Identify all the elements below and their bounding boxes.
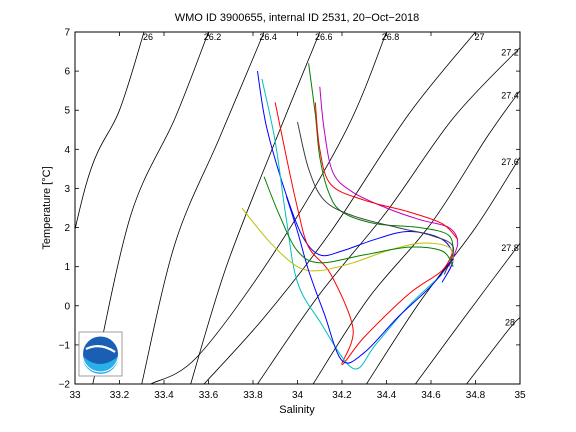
- x-tick-label: 33.6: [199, 390, 219, 401]
- density-contour-26: [75, 32, 145, 231]
- ts-profile-line: [241, 207, 454, 272]
- x-tick-label: 33.8: [243, 390, 263, 401]
- x-axis-ticks: 33 33.2 33.4 33.6 33.8 34 34.2 34.4 34.6 34.8 35: [69, 32, 526, 401]
- ts-profile-line: [263, 176, 454, 267]
- y-tick-label: −1: [59, 340, 71, 351]
- x-tick-label: 34.4: [377, 390, 397, 401]
- density-contour-labels: 26 26.2 26.4 26.6 26.8 27 27.2 27.4 27.6 27.8 28: [143, 32, 519, 328]
- x-tick-label: 34.8: [466, 390, 486, 401]
- profile-lines: [241, 63, 459, 370]
- noaa-logo: [78, 331, 123, 377]
- y-tick-label: −2: [59, 380, 71, 391]
- ts-profile-line: [297, 121, 455, 275]
- ts-profile-line: [261, 78, 443, 370]
- y-tick-label: 0: [64, 301, 70, 312]
- density-contour-28: [466, 317, 520, 384]
- y-tick-label: 7: [64, 28, 70, 39]
- density-contour-27-2: [257, 47, 520, 384]
- density-contour-label: 27.4: [501, 91, 519, 101]
- density-contour-27: [203, 32, 476, 384]
- density-contour-label: 26: [143, 32, 153, 42]
- x-tick-label: 34.6: [421, 390, 441, 401]
- density-contour-26-2: [92, 32, 209, 384]
- y-tick-label: 2: [64, 223, 70, 234]
- x-tick-label: 34: [292, 390, 304, 401]
- y-tick-label: 5: [64, 106, 70, 117]
- density-contour-label: 27.8: [501, 243, 519, 253]
- x-axis-label: Salinity: [279, 404, 315, 416]
- y-axis-label: Temperature [°C]: [41, 166, 53, 249]
- density-contour-label: 26.6: [315, 32, 333, 42]
- x-tick-label: 34.2: [332, 390, 352, 401]
- ts-profile-line: [257, 71, 454, 283]
- x-tick-label: 33.2: [110, 390, 130, 401]
- y-tick-label: 1: [64, 262, 70, 273]
- ts-profile-line: [314, 102, 459, 240]
- density-contour-label: 26.4: [259, 32, 277, 42]
- density-contour-27-8: [415, 242, 520, 384]
- density-contour-26-8: [150, 32, 387, 384]
- density-contour-label: 26.8: [382, 32, 400, 42]
- chart-title: WMO ID 3900655, internal ID 2531, 20−Oct…: [175, 12, 420, 24]
- density-contour-label: 27.6: [501, 157, 519, 167]
- density-contour-label: 27.2: [501, 48, 519, 58]
- density-contour-27-4: [312, 90, 520, 384]
- density-contour-label: 26.2: [204, 32, 222, 42]
- y-axis-ticks: −2 −1 0 1 2 3 4 5 6 7: [59, 28, 520, 391]
- ts-profile-line: [274, 102, 454, 365]
- density-contour-26-6: [190, 32, 321, 384]
- x-tick-label: 35: [514, 390, 526, 401]
- x-tick-label: 33.4: [154, 390, 174, 401]
- y-tick-label: 3: [64, 184, 70, 195]
- ts-profile-line: [285, 196, 454, 364]
- density-contour-26-4: [141, 32, 265, 384]
- density-contours: [75, 32, 520, 384]
- y-tick-label: 6: [64, 67, 70, 78]
- y-tick-label: 4: [64, 145, 70, 156]
- density-contour-label: 28: [505, 318, 515, 328]
- density-contour-label: 27: [474, 32, 484, 42]
- density-contour-27-6: [366, 156, 520, 384]
- x-tick-label: 33: [69, 390, 81, 401]
